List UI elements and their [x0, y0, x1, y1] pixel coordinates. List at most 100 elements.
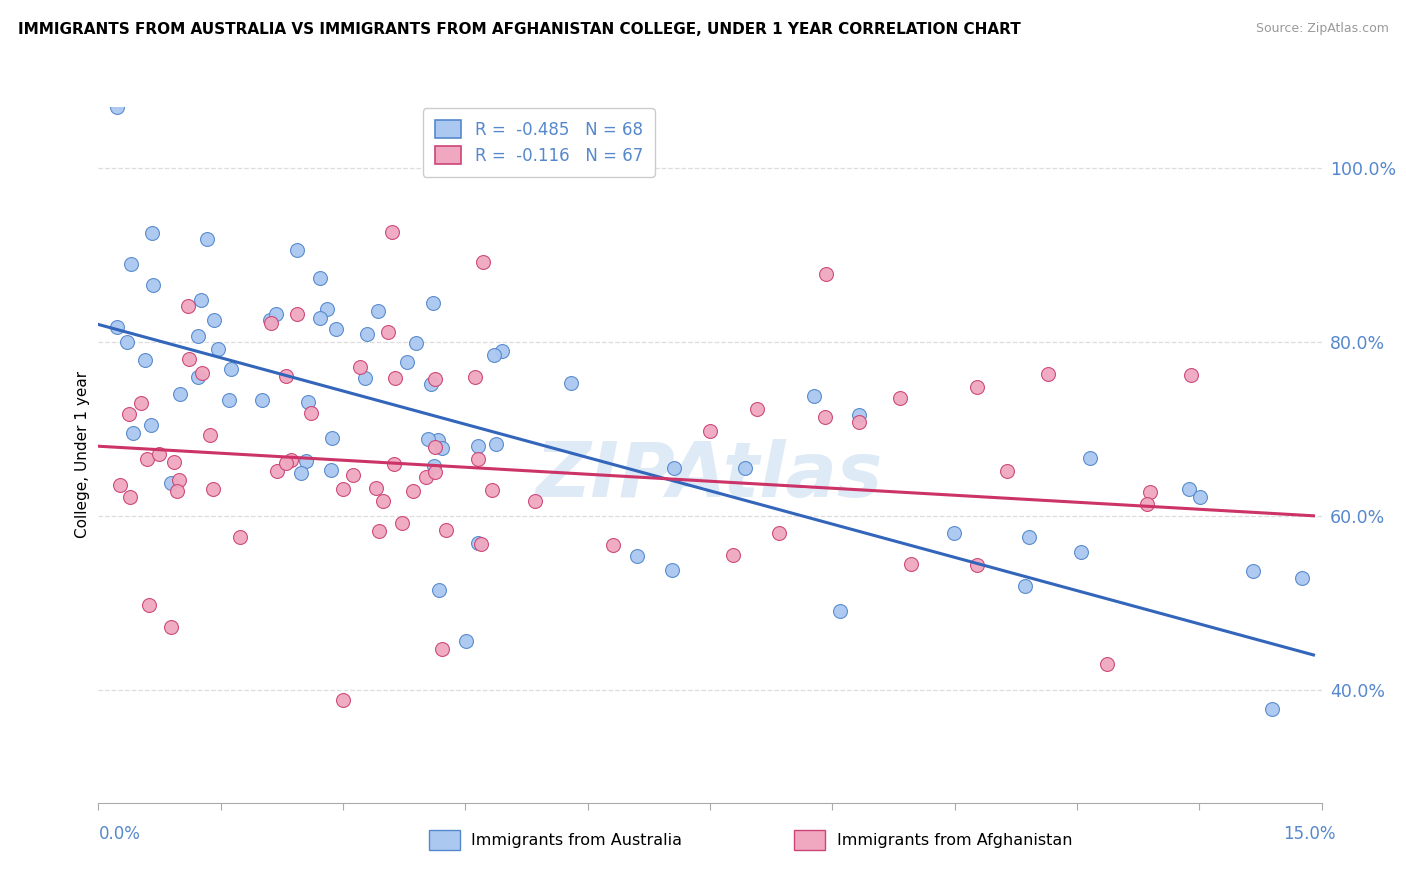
Point [309, 310, 332, 325]
Point [367, 524, 389, 539]
Point [159, 619, 181, 633]
Point [848, 415, 870, 429]
Point [381, 225, 404, 239]
Point [814, 409, 837, 424]
Point [138, 598, 160, 612]
Point [415, 470, 437, 484]
Point [167, 473, 190, 487]
Point [332, 693, 354, 707]
Text: Immigrants from Afghanistan: Immigrants from Afghanistan [837, 833, 1071, 847]
Point [1070, 545, 1092, 559]
Point [299, 406, 322, 420]
Point [481, 483, 503, 498]
Point [142, 278, 165, 293]
Point [163, 455, 186, 469]
Point [218, 392, 240, 407]
Point [190, 366, 212, 380]
Point [141, 417, 163, 432]
Text: ZIPAtlas: ZIPAtlas [536, 439, 884, 513]
Point [626, 549, 648, 563]
Point [467, 439, 489, 453]
Point [371, 494, 394, 508]
Point [107, 100, 129, 114]
Point [560, 376, 582, 391]
Point [430, 642, 453, 657]
Point [160, 475, 183, 490]
Point [259, 313, 281, 327]
Point [190, 293, 212, 307]
Point [734, 461, 756, 475]
Point [252, 393, 274, 408]
Point [177, 299, 200, 313]
Point [966, 558, 988, 572]
Point [342, 467, 364, 482]
Point [848, 408, 870, 422]
Point [1291, 571, 1313, 585]
Text: Source: ZipAtlas.com: Source: ZipAtlas.com [1256, 22, 1389, 36]
Point [187, 370, 209, 384]
Point [1139, 485, 1161, 500]
Point [1180, 368, 1202, 383]
Y-axis label: College, Under 1 year: College, Under 1 year [75, 371, 90, 539]
Point [110, 477, 132, 491]
Point [405, 336, 427, 351]
Point [136, 451, 159, 466]
Point [280, 453, 302, 467]
Point [425, 465, 447, 479]
Point [1038, 367, 1060, 381]
Point [1241, 564, 1264, 578]
Point [815, 267, 838, 281]
Point [285, 244, 308, 258]
Legend: R =  -0.485   N = 68, R =  -0.116   N = 67: R = -0.485 N = 68, R = -0.116 N = 67 [423, 109, 655, 177]
Point [382, 457, 405, 471]
Point [482, 348, 505, 362]
Point [943, 525, 966, 540]
Point [134, 353, 156, 368]
Point [274, 457, 297, 471]
Point [422, 295, 444, 310]
Point [195, 231, 218, 245]
Point [366, 481, 388, 495]
FancyBboxPatch shape [429, 830, 460, 850]
Point [391, 516, 413, 531]
Point [889, 391, 911, 405]
Point [418, 432, 440, 446]
Point [434, 523, 457, 537]
Point [297, 395, 319, 409]
Point [830, 604, 852, 618]
Point [467, 535, 489, 549]
Point [260, 316, 283, 330]
Point [395, 355, 418, 369]
Point [166, 484, 188, 499]
Point [427, 582, 450, 597]
Point [662, 461, 685, 475]
Point [425, 372, 447, 386]
Point [966, 380, 988, 394]
Point [319, 463, 342, 477]
Point [148, 447, 170, 461]
Point [354, 371, 377, 385]
Point [485, 437, 508, 451]
Point [276, 369, 298, 384]
Point [367, 303, 389, 318]
Point [228, 530, 250, 544]
Point [187, 329, 209, 343]
Point [464, 370, 486, 384]
Point [456, 633, 478, 648]
Point [321, 431, 343, 445]
Point [219, 362, 242, 376]
Point [1018, 530, 1040, 544]
Point [118, 490, 141, 504]
Point [491, 343, 513, 358]
Point [202, 313, 225, 327]
Point [294, 454, 316, 468]
Point [332, 482, 354, 496]
Point [661, 563, 683, 577]
Point [470, 537, 492, 551]
FancyBboxPatch shape [794, 830, 825, 850]
Point [401, 483, 423, 498]
Point [1014, 579, 1036, 593]
Point [115, 334, 138, 349]
Point [122, 425, 145, 440]
Point [177, 351, 200, 366]
